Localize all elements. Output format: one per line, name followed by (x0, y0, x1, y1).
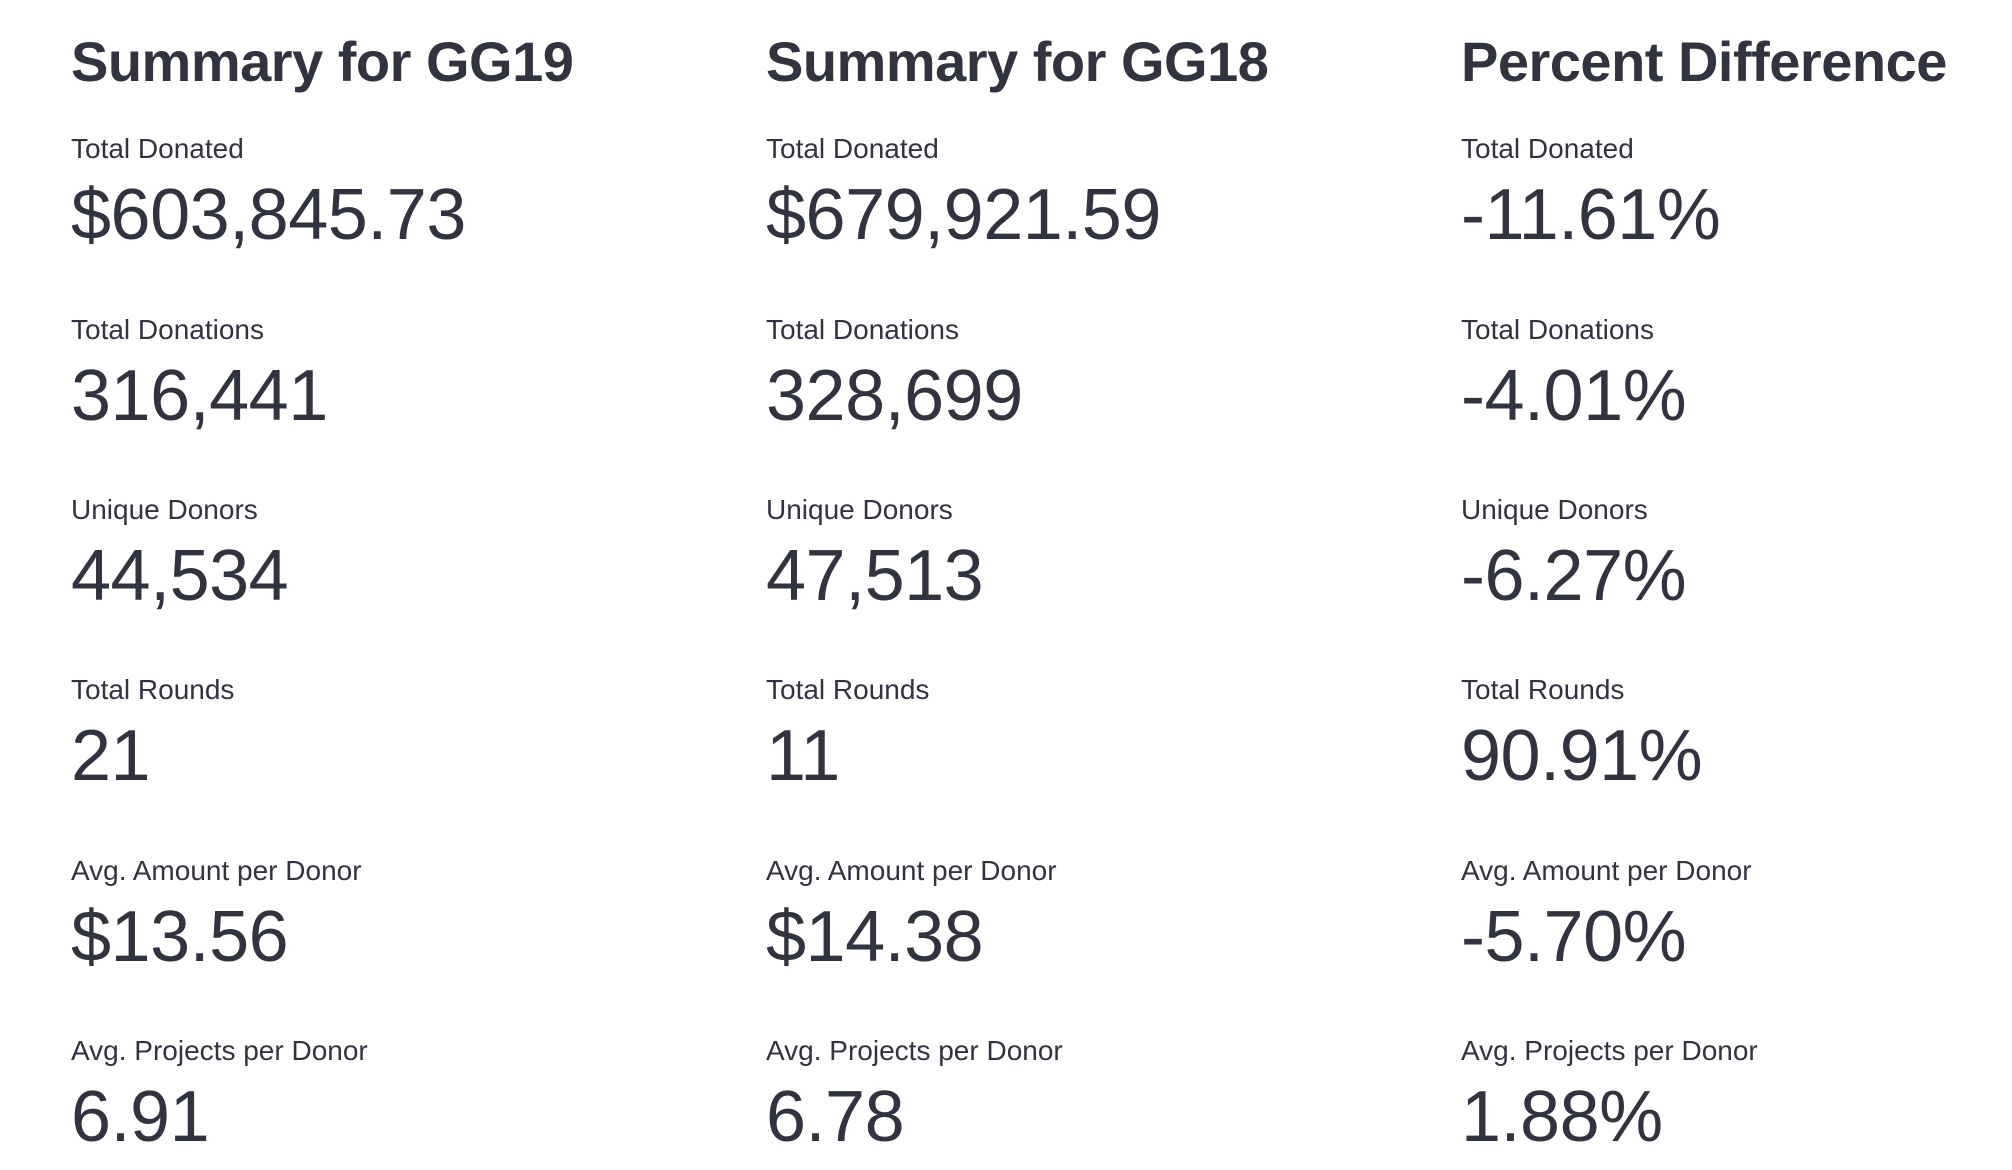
metric-avg-projects-per-donor: Avg. Projects per Donor 6.91 (71, 1030, 702, 1160)
metric-label: Total Rounds (1461, 674, 1625, 706)
metric-label: Total Donations (1461, 313, 1655, 345)
column-title: Summary for GG19 (71, 30, 574, 93)
metric-label: Total Donated (1461, 133, 1634, 165)
metric-label: Avg. Projects per Donor (71, 1035, 368, 1067)
metric-total-donated: Total Donated -11.61% (1461, 128, 2012, 258)
metric-value: 11 (766, 716, 840, 797)
metric-total-donations: Total Donations 328,699 (766, 309, 1397, 439)
column-summary-gg19: Summary for GG19 Total Donated $603,845.… (71, 0, 702, 1170)
metric-total-rounds: Total Rounds 21 (71, 669, 702, 799)
metric-value: -4.01% (1461, 355, 1687, 436)
metric-avg-amount-per-donor: Avg. Amount per Donor -5.70% (1461, 850, 2012, 980)
metric-label: Total Donated (766, 133, 939, 165)
metric-total-donations: Total Donations 316,441 (71, 309, 702, 439)
metric-value: 316,441 (71, 355, 328, 436)
metric-value: 6.91 (71, 1077, 210, 1158)
metric-total-rounds: Total Rounds 90.91% (1461, 669, 2012, 799)
metric-avg-amount-per-donor: Avg. Amount per Donor $13.56 (71, 850, 702, 980)
metric-avg-projects-per-donor: Avg. Projects per Donor 6.78 (766, 1030, 1397, 1160)
metric-label: Unique Donors (766, 493, 953, 525)
metric-value: -5.70% (1461, 896, 1687, 977)
metric-label: Avg. Amount per Donor (71, 854, 362, 886)
metric-value: $14.38 (766, 896, 984, 977)
metric-value: $679,921.59 (766, 175, 1161, 256)
metric-value: 47,513 (766, 535, 984, 616)
metric-unique-donors: Unique Donors 47,513 (766, 489, 1397, 619)
metric-label: Total Rounds (71, 674, 235, 706)
metric-label: Avg. Amount per Donor (766, 854, 1057, 886)
columns-row: Summary for GG19 Total Donated $603,845.… (71, 0, 2012, 1170)
metric-value: 328,699 (766, 355, 1023, 436)
metric-value: 90.91% (1461, 716, 1703, 797)
metric-unique-donors: Unique Donors -6.27% (1461, 489, 2012, 619)
metric-label: Unique Donors (1461, 493, 1648, 525)
metric-value: -6.27% (1461, 535, 1687, 616)
metric-total-donated: Total Donated $679,921.59 (766, 128, 1397, 258)
column-title: Percent Difference (1461, 30, 1947, 93)
metric-total-rounds: Total Rounds 11 (766, 669, 1397, 799)
metric-value: 6.78 (766, 1077, 905, 1158)
metric-total-donations: Total Donations -4.01% (1461, 309, 2012, 439)
column-summary-gg18: Summary for GG18 Total Donated $679,921.… (766, 0, 1397, 1170)
metric-label: Total Donated (71, 133, 244, 165)
metric-avg-amount-per-donor: Avg. Amount per Donor $14.38 (766, 850, 1397, 980)
metric-label: Avg. Amount per Donor (1461, 854, 1752, 886)
metric-label: Total Donations (71, 313, 265, 345)
metric-value: 44,534 (71, 535, 289, 616)
column-percent-difference: Percent Difference Total Donated -11.61%… (1461, 0, 2012, 1170)
metric-label: Avg. Projects per Donor (766, 1035, 1063, 1067)
metric-label: Total Rounds (766, 674, 930, 706)
metric-value: -11.61% (1461, 175, 1721, 256)
column-title: Summary for GG18 (766, 30, 1269, 93)
metric-label: Unique Donors (71, 493, 258, 525)
metric-value: $603,845.73 (71, 175, 466, 256)
metric-value: $13.56 (71, 896, 289, 977)
metric-avg-projects-per-donor: Avg. Projects per Donor 1.88% (1461, 1030, 2012, 1160)
metric-value: 21 (71, 716, 151, 797)
metric-label: Avg. Projects per Donor (1461, 1035, 1758, 1067)
metric-unique-donors: Unique Donors 44,534 (71, 489, 702, 619)
metric-value: 1.88% (1461, 1077, 1663, 1158)
metric-label: Total Donations (766, 313, 960, 345)
metric-total-donated: Total Donated $603,845.73 (71, 128, 702, 258)
